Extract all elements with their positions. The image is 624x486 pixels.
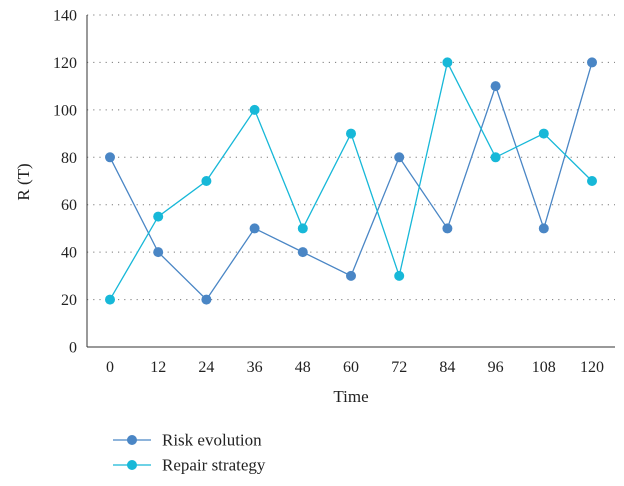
data-point xyxy=(538,128,549,139)
series-risk-evolution xyxy=(105,57,597,305)
x-tick-label: 0 xyxy=(106,359,114,376)
data-point xyxy=(201,176,212,186)
data-point xyxy=(249,104,260,115)
x-tick-label: 48 xyxy=(295,359,311,376)
data-point xyxy=(587,176,597,186)
data-point xyxy=(249,223,260,234)
legend-swatch-marker xyxy=(127,460,137,470)
data-point xyxy=(490,152,501,163)
data-point xyxy=(297,223,308,234)
data-point xyxy=(538,223,549,234)
grid xyxy=(87,14,615,301)
data-point xyxy=(153,247,164,258)
x-tick-label: 12 xyxy=(150,359,166,376)
x-tick-label: 108 xyxy=(532,359,556,376)
y-tick-label: 80 xyxy=(61,150,77,167)
data-point xyxy=(346,128,356,139)
y-tick-label: 20 xyxy=(61,292,77,309)
x-tick-label: 84 xyxy=(439,359,455,376)
x-tick-label: 36 xyxy=(247,359,263,376)
data-point xyxy=(153,211,164,222)
x-tick-label: 60 xyxy=(343,359,359,376)
data-point xyxy=(442,223,453,234)
data-point xyxy=(105,294,115,305)
data-point xyxy=(442,57,453,68)
y-tick-label: 60 xyxy=(61,197,77,214)
y-tick-label: 120 xyxy=(53,55,77,72)
x-tick-label: 120 xyxy=(580,359,604,376)
y-tick-label: 40 xyxy=(61,245,77,262)
data-point xyxy=(105,152,115,163)
data-point xyxy=(587,57,597,68)
data-point xyxy=(394,152,405,163)
y-axis-title: R (T) xyxy=(14,163,33,200)
x-axis-title: Time xyxy=(333,387,368,406)
y-tick-label: 0 xyxy=(69,340,77,357)
legend-label: Risk evolution xyxy=(162,431,262,450)
axes xyxy=(86,15,615,348)
series-line xyxy=(109,62,593,301)
series xyxy=(105,57,597,305)
data-point xyxy=(394,270,405,281)
x-tick-label: 96 xyxy=(488,359,504,376)
series-line xyxy=(109,60,593,300)
y-tick-label: 140 xyxy=(53,8,77,25)
y-tick-label: 100 xyxy=(53,102,77,119)
data-point xyxy=(490,81,501,92)
x-tick-label: 72 xyxy=(391,359,407,376)
legend: Risk evolution Repair strategy xyxy=(113,431,266,475)
x-tick-labels: 0 12 24 36 48 60 72 84 96 108 120 xyxy=(106,359,604,376)
data-point xyxy=(346,270,356,281)
legend-swatch-marker xyxy=(127,435,137,445)
legend-label: Repair strategy xyxy=(162,456,266,475)
x-tick-label: 24 xyxy=(198,359,214,376)
y-tick-labels: 0 20 40 60 80 100 120 140 xyxy=(53,8,77,357)
data-point xyxy=(297,247,308,258)
data-point xyxy=(201,294,212,305)
series-repair-strategy xyxy=(105,57,597,305)
